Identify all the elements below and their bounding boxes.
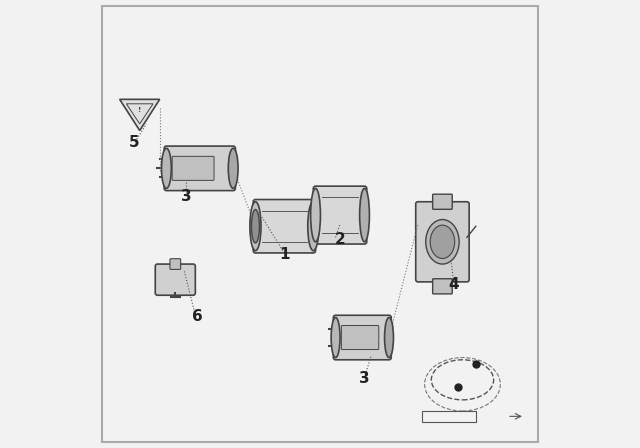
FancyBboxPatch shape <box>433 279 452 294</box>
FancyBboxPatch shape <box>341 326 379 349</box>
Ellipse shape <box>310 188 321 242</box>
Text: 3: 3 <box>359 371 370 387</box>
Text: 1: 1 <box>279 247 290 262</box>
Ellipse shape <box>360 188 369 242</box>
FancyBboxPatch shape <box>422 411 476 422</box>
FancyBboxPatch shape <box>253 199 316 253</box>
Ellipse shape <box>385 318 394 358</box>
Text: 2: 2 <box>335 232 346 247</box>
FancyBboxPatch shape <box>416 202 469 282</box>
FancyBboxPatch shape <box>156 264 195 295</box>
FancyBboxPatch shape <box>433 194 452 209</box>
Ellipse shape <box>252 210 259 243</box>
FancyBboxPatch shape <box>333 315 391 360</box>
Ellipse shape <box>250 202 261 251</box>
FancyBboxPatch shape <box>102 6 538 442</box>
Ellipse shape <box>161 148 172 188</box>
Text: !: ! <box>138 108 141 113</box>
Ellipse shape <box>308 202 319 251</box>
Ellipse shape <box>228 148 238 188</box>
Ellipse shape <box>430 225 454 258</box>
Ellipse shape <box>426 220 459 264</box>
FancyBboxPatch shape <box>314 186 367 244</box>
Polygon shape <box>120 99 160 130</box>
FancyBboxPatch shape <box>170 259 180 269</box>
FancyBboxPatch shape <box>172 156 214 181</box>
Text: 5: 5 <box>129 135 140 151</box>
FancyBboxPatch shape <box>164 146 236 190</box>
Ellipse shape <box>331 318 340 358</box>
Text: 6: 6 <box>192 309 203 324</box>
Text: J18122: J18122 <box>435 414 459 419</box>
Text: 3: 3 <box>181 189 192 204</box>
Text: 4: 4 <box>448 276 459 292</box>
